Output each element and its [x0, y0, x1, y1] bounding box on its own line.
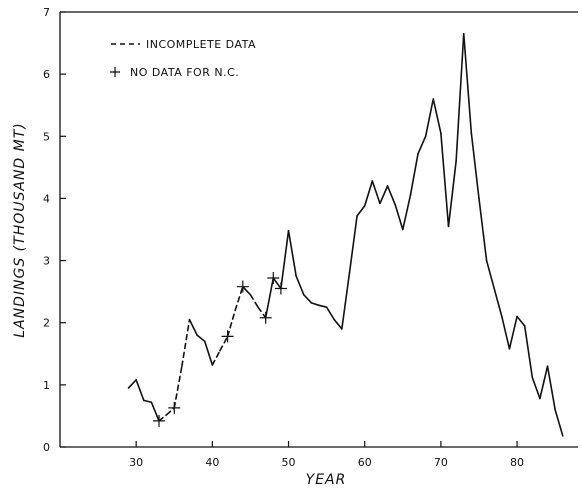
no-data-nc-marker [236, 280, 249, 293]
series-segment [211, 349, 221, 366]
series-segment [158, 413, 168, 422]
x-axis-title: YEAR [306, 472, 347, 488]
series-segment [455, 32, 465, 162]
series-segment [242, 285, 252, 296]
series-segment [546, 365, 556, 411]
series-segment [318, 304, 328, 308]
series-segment [264, 277, 275, 319]
series-segment [508, 315, 518, 350]
y-tick-label: 3 [43, 255, 50, 268]
series-segment [379, 185, 389, 205]
series-segment [280, 229, 290, 290]
series-segment [302, 293, 313, 304]
series-segment [485, 259, 496, 290]
x-tick-label: 50 [282, 456, 296, 469]
series-segment [287, 229, 297, 277]
series-segment [295, 275, 305, 296]
series-segment [249, 293, 259, 308]
no-data-nc-marker [259, 311, 272, 324]
x-tick-label: 30 [129, 456, 143, 469]
series-segment [333, 318, 343, 330]
series-segment [341, 272, 351, 330]
series-segment [462, 32, 473, 134]
series-segment [493, 287, 503, 318]
no-data-markers [153, 271, 287, 427]
y-axis-title: LANDINGS (THOUSAND MT) [12, 122, 28, 337]
series-segment [447, 160, 457, 228]
y-ticks: 0 1 2 3 4 5 6 7 [43, 6, 66, 454]
series-segment [226, 309, 237, 338]
no-data-nc-marker [153, 414, 166, 427]
series-segment [234, 285, 244, 312]
series-segment [394, 203, 404, 231]
no-data-nc-marker [274, 282, 287, 295]
x-tick-label: 40 [205, 456, 219, 469]
no-data-nc-marker [267, 271, 280, 284]
x-tick-label: 60 [358, 456, 372, 469]
series-segment [310, 302, 320, 307]
series-segment [424, 98, 435, 138]
series-segment [165, 407, 176, 416]
series-segment [219, 335, 229, 352]
series-segment [142, 399, 153, 404]
series-segment [523, 325, 534, 379]
series-segment [371, 180, 381, 205]
legend-no-nc-label: NO DATA FOR N.C. [130, 66, 239, 79]
series-segment [417, 135, 427, 155]
series-segment [272, 277, 282, 290]
series-segment [516, 315, 526, 327]
series-segment [501, 315, 511, 350]
series-segment [386, 185, 396, 206]
series-segment [539, 365, 549, 400]
series-segment [440, 132, 450, 228]
y-tick-label: 7 [43, 6, 50, 19]
series-segment [348, 215, 358, 274]
series-segment [196, 334, 206, 343]
x-tick-label: 70 [434, 456, 448, 469]
series-segment [257, 306, 267, 319]
series-segment [409, 152, 419, 197]
series-segment [432, 98, 442, 134]
series-segment [470, 132, 480, 200]
x-tick-label: 80 [510, 456, 524, 469]
y-tick-label: 5 [43, 130, 50, 143]
series-segment [150, 401, 160, 422]
y-tick-label: 4 [43, 192, 50, 205]
series-segment [325, 306, 336, 321]
y-tick-label: 6 [43, 68, 50, 81]
series-segment [181, 318, 191, 368]
series-segment [188, 318, 198, 336]
x-ticks: 30 40 50 60 70 80 [129, 441, 524, 469]
series-segment [554, 408, 564, 437]
series-segment [203, 340, 214, 366]
series-segment [531, 376, 541, 400]
series-layer [127, 32, 564, 437]
series-segment [127, 379, 137, 389]
series-segment [401, 194, 412, 231]
series-segment [478, 197, 488, 262]
legend: INCOMPLETE DATA NO DATA FOR N.C. [110, 38, 256, 79]
plot-frame [59, 11, 578, 448]
y-tick-label: 1 [43, 379, 50, 392]
legend-incomplete-label: INCOMPLETE DATA [146, 38, 256, 51]
no-data-nc-marker [168, 401, 181, 414]
series-segment [363, 180, 374, 207]
y-tick-label: 2 [43, 317, 50, 330]
series-segment [173, 365, 183, 409]
no-data-nc-marker [221, 330, 234, 343]
legend-plus-marker [110, 67, 120, 77]
series-segment [356, 205, 366, 217]
series-segment [135, 379, 145, 402]
y-tick-label: 0 [43, 441, 50, 454]
